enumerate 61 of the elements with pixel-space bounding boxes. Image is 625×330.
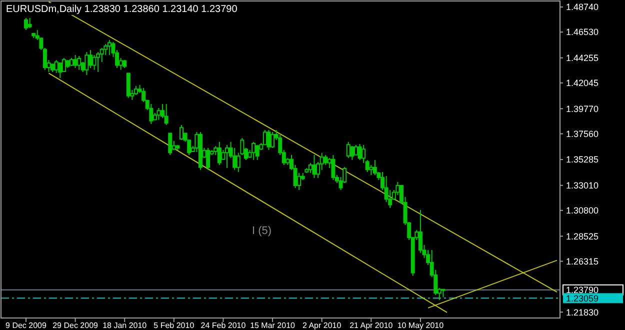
y-tick-label: 1.48740 — [566, 2, 599, 12]
candlestick — [24, 18, 28, 31]
y-tick-label: 1.46530 — [566, 27, 599, 38]
candlestick — [107, 40, 112, 56]
x-tick-label: 9 Dec 2009 — [6, 321, 48, 330]
candlestick — [358, 143, 362, 160]
candlestick — [346, 141, 350, 159]
candlestick — [164, 103, 168, 126]
y-tick-label: 1.44255 — [566, 53, 599, 64]
candlestick — [50, 63, 55, 72]
candlestick — [176, 144, 180, 150]
x-tick-label: 21 Apr 2010 — [350, 321, 394, 330]
y-tick-label: 1.21830 — [566, 307, 599, 318]
candlestick — [350, 146, 354, 160]
candlestick — [225, 144, 230, 169]
candlestick — [92, 54, 96, 70]
candlestick — [168, 132, 172, 156]
candlestick — [84, 52, 89, 76]
candlestick — [312, 154, 316, 178]
candlestick — [28, 18, 32, 28]
ref-line-label: 1.23790 — [566, 285, 599, 296]
candlestick — [441, 288, 446, 298]
candlestick — [255, 144, 260, 160]
y-tick-label: 1.33010 — [566, 180, 599, 190]
candlestick — [372, 159, 377, 176]
candlestick — [96, 52, 100, 72]
y-tick-label: 1.37560 — [566, 128, 599, 139]
x-tick-label: 29 Dec 2009 — [52, 321, 99, 330]
x-tick-label: 5 Feb 2010 — [154, 321, 195, 330]
candlestick — [149, 103, 154, 125]
ref-line-label: 1.23059 — [566, 293, 599, 304]
y-tick-label: 1.28525 — [566, 231, 599, 242]
y-tick-label: 1.35285 — [566, 154, 599, 165]
x-tick-label: 10 May 2010 — [397, 321, 444, 330]
candlestick — [369, 164, 374, 176]
candlestick — [217, 141, 222, 166]
candlestick — [156, 108, 161, 120]
candlestick — [206, 147, 210, 170]
chart-title: EURUSDm,Daily 1.23830 1.23860 1.23140 1.23790 — [6, 4, 238, 15]
candlestick — [122, 59, 127, 69]
y-tick-label: 1.42045 — [566, 78, 599, 88]
candlestick — [126, 72, 130, 98]
candlestick — [32, 32, 36, 38]
x-tick-label: 24 Feb 2010 — [200, 321, 246, 330]
y-tick-label: 1.30800 — [566, 206, 599, 216]
candlestick — [252, 141, 256, 160]
y-tick-label: 1.39770 — [566, 104, 599, 114]
candlestick — [266, 130, 271, 150]
candlestick — [270, 131, 275, 148]
x-tick-label: 15 Mar 2010 — [250, 321, 296, 330]
candlestick — [70, 58, 74, 66]
candlestick — [198, 131, 202, 170]
candlestick — [77, 55, 82, 70]
candlestick — [66, 59, 70, 69]
y-tick-label: 1.26315 — [566, 256, 599, 266]
annotation: I (5) — [252, 225, 272, 237]
candlestick — [73, 54, 78, 69]
x-tick-label: 2 Apr 2010 — [302, 321, 342, 330]
candlestick — [331, 154, 336, 181]
x-tick-label: 18 Jan 2010 — [102, 321, 148, 330]
candlestick — [180, 124, 184, 140]
